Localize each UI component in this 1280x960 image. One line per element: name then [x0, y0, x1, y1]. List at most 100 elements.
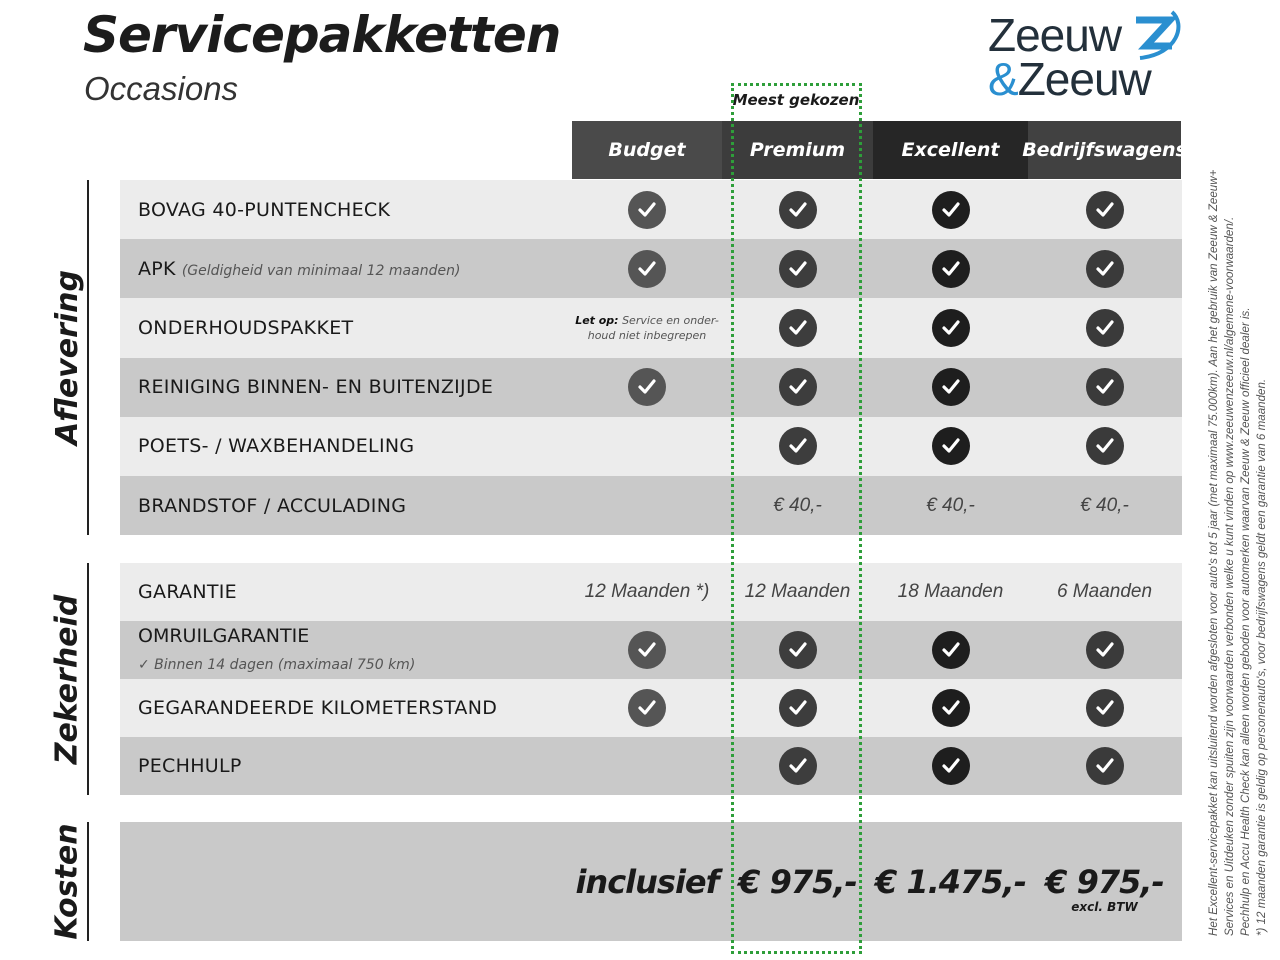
- section-divider: [87, 822, 89, 941]
- check-icon: [778, 747, 817, 785]
- check-icon: [931, 190, 970, 229]
- cell-bedrijfswagens: [1028, 180, 1181, 239]
- section-title-zekerheid: Zekerheid: [49, 594, 85, 764]
- cell-excellent: [873, 737, 1028, 795]
- cell-premium: [722, 358, 873, 417]
- cell-bedrijfswagens: [1028, 417, 1181, 476]
- cell-value: 18 Maanden: [897, 581, 1004, 602]
- check-icon: [628, 689, 666, 727]
- cell-budget: [572, 417, 722, 476]
- check-icon: [931, 427, 970, 466]
- table-row: GARANTIE 12 Maanden *) 12 Maanden 18 Maande…: [120, 563, 1182, 621]
- table-row: ONDERHOUDSPAKKET Let op: Service en onder…: [120, 298, 1182, 358]
- cell-bedrijfswagens: [1028, 358, 1181, 417]
- check-icon: [628, 190, 666, 229]
- check-icon: [1085, 427, 1124, 466]
- cell-premium: [722, 679, 873, 737]
- cell-budget: [572, 358, 722, 417]
- check-icon: [1085, 249, 1124, 288]
- section-title-kosten: Kosten: [49, 823, 85, 940]
- price-budget: inclusief: [572, 822, 722, 941]
- cell-budget: [572, 679, 722, 737]
- cell-premium: [722, 737, 873, 795]
- cell-value: 12 Maanden: [744, 581, 851, 602]
- cell-premium: [722, 180, 873, 239]
- row-label: GEGARANDEERDE KILOMETERSTAND: [138, 697, 498, 719]
- footnote-line: Pechhulp en Accu Health Check kan alleen…: [1239, 307, 1252, 936]
- check-icon: [931, 368, 970, 407]
- cell-excellent: [873, 298, 1028, 357]
- row-label: PECHHULP: [138, 755, 242, 777]
- table-row: POETS- / WAXBEHANDELING: [120, 416, 1182, 476]
- cell-budget: [572, 476, 722, 535]
- footnote-line: Services en Uitdeuken zonder spuiten zij…: [1223, 216, 1236, 936]
- table-row: APK (Geldigheid van minimaal 12 maanden): [120, 239, 1182, 299]
- cell-bedrijfswagens: [1028, 298, 1181, 357]
- cell-budget: [572, 180, 722, 239]
- cell-excellent: [873, 621, 1028, 679]
- cell-value: € 40,-: [773, 494, 822, 516]
- cell-value: € 40,-: [926, 494, 975, 516]
- table-row: REINIGING BINNEN- EN BUITENZIJDE: [120, 357, 1182, 417]
- check-icon: [1085, 689, 1124, 727]
- check-icon: [778, 249, 817, 288]
- page-title: Servicepakketten: [83, 6, 561, 64]
- cell-bedrijfswagens: [1028, 737, 1181, 795]
- most-chosen-label: Meest gekozen: [732, 91, 860, 109]
- section-divider: [87, 563, 89, 795]
- price-value: € 975,-: [1045, 862, 1165, 901]
- cell-value: 12 Maanden *): [584, 581, 710, 602]
- row-label: OMRUILGARANTIE: [138, 625, 310, 647]
- cell-excellent: [873, 180, 1028, 239]
- check-icon: [1085, 190, 1124, 229]
- row-label: APK (Geldigheid van minimaal 12 maanden): [138, 257, 461, 280]
- cell-budget: 12 Maanden *): [572, 563, 722, 621]
- table-row: GEGARANDEERDE KILOMETERSTAND: [120, 679, 1182, 737]
- check-icon: [628, 631, 666, 669]
- cell-budget: Let op: Service en onder-houd niet inbeg…: [572, 298, 722, 357]
- check-icon: [628, 368, 666, 407]
- cell-budget: [572, 239, 722, 298]
- price-row: inclusief € 975,- € 1.475,- € 975,- excl. BT…: [120, 822, 1182, 941]
- check-icon: [1085, 368, 1124, 407]
- cell-excellent: [873, 239, 1028, 298]
- cell-value: € 40,-: [1080, 494, 1129, 516]
- cell-premium: [722, 298, 873, 357]
- section-title-aflevering: Aflevering: [49, 270, 85, 445]
- section-divider: [87, 180, 89, 535]
- cell-excellent: [873, 358, 1028, 417]
- cell-budget: [572, 737, 722, 795]
- column-header-excellent: Excellent: [873, 121, 1028, 179]
- footnote-line: Het Excellent-servicepakket kan uitsluit…: [1207, 169, 1220, 936]
- cell-premium: [722, 239, 873, 298]
- check-icon: [931, 689, 970, 727]
- row-label: BRANDSTOF / ACCULADING: [138, 494, 407, 517]
- row-label: BOVAG 40-PUNTENCHECK: [138, 198, 391, 221]
- table-row: PECHHULP: [120, 737, 1182, 795]
- column-header-bedrijfswagens: Bedrijfswagens: [1022, 121, 1187, 179]
- row-label: POETS- / WAXBEHANDELING: [138, 435, 415, 458]
- check-icon: [1085, 308, 1124, 347]
- check-icon: [931, 249, 970, 288]
- check-icon: [931, 308, 970, 347]
- footnotes: Het Excellent-servicepakket kan uitsluit…: [1206, 106, 1270, 936]
- price-bedrijfswagens: € 975,- excl. BTW: [1028, 822, 1181, 941]
- cell-bedrijfswagens: [1028, 621, 1181, 679]
- cell-excellent: € 40,-: [873, 476, 1028, 535]
- table-row: OMRUILGARANTIE ✓ Binnen 14 dagen (maximaa…: [120, 621, 1182, 679]
- check-icon: [1085, 747, 1124, 785]
- cell-excellent: 18 Maanden: [873, 563, 1028, 621]
- cell-bedrijfswagens: [1028, 679, 1181, 737]
- check-icon: [778, 631, 817, 669]
- price-value: € 1.475,-: [874, 862, 1027, 901]
- footnote-line: *) 12 maanden garantie is geldig op pers…: [1255, 378, 1268, 936]
- cell-bedrijfswagens: 6 Maanden: [1028, 563, 1181, 621]
- cell-premium: 12 Maanden: [722, 563, 873, 621]
- check-icon: [778, 368, 817, 407]
- row-sublabel: (Geldigheid van minimaal 12 maanden): [181, 262, 461, 279]
- cell-bedrijfswagens: € 40,-: [1028, 476, 1181, 535]
- check-icon: [778, 190, 817, 229]
- row-sublabel: ✓ Binnen 14 dagen (maximaal 750 km): [138, 657, 416, 673]
- note-text: Let op: Service en onder-houd niet inbeg…: [575, 313, 719, 342]
- price-value: inclusief: [575, 862, 719, 901]
